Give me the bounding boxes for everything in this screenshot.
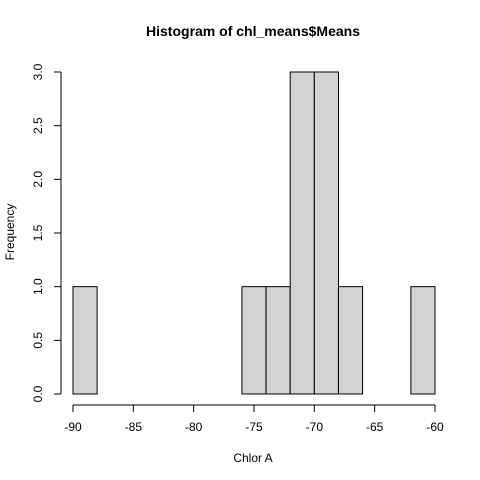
bars-group [73,72,435,394]
histogram-bar-9 [290,72,314,394]
histogram-bar-14 [411,287,435,394]
x-tick-label-1: -85 [125,420,143,434]
x-tick-label-5: -65 [366,420,384,434]
y-tick-label-3: 1.5 [31,224,45,241]
histogram-bar-10 [314,72,338,394]
x-tick-label-0: -90 [64,420,82,434]
x-tick-label-6: -60 [426,420,444,434]
y-tick-label-5: 2.5 [31,117,45,134]
histogram-bar-7 [242,287,266,394]
y-tick-label-1: 0.5 [31,332,45,349]
chart-title: Histogram of chl_means$Means [146,23,360,39]
y-tick-label-2: 1.0 [31,278,45,295]
x-tick-label-3: -75 [245,420,263,434]
histogram-bar-11 [338,287,362,394]
y-axis: 0.0 0.5 1.0 1.5 2.0 2.5 3.0 [31,63,61,402]
x-axis-label: Chlor A [233,451,272,465]
y-tick-label-6: 3.0 [31,63,45,80]
y-tick-label-4: 2.0 [31,171,45,188]
y-tick-label-0: 0.0 [31,385,45,402]
histogram-bar-0 [73,287,97,394]
x-axis: -90 -85 -80 -75 -70 -65 -60 [64,405,444,434]
y-axis-label: Frequency [3,204,17,261]
histogram-bar-8 [266,287,290,394]
x-tick-label-2: -80 [185,420,203,434]
x-tick-label-4: -70 [306,420,324,434]
